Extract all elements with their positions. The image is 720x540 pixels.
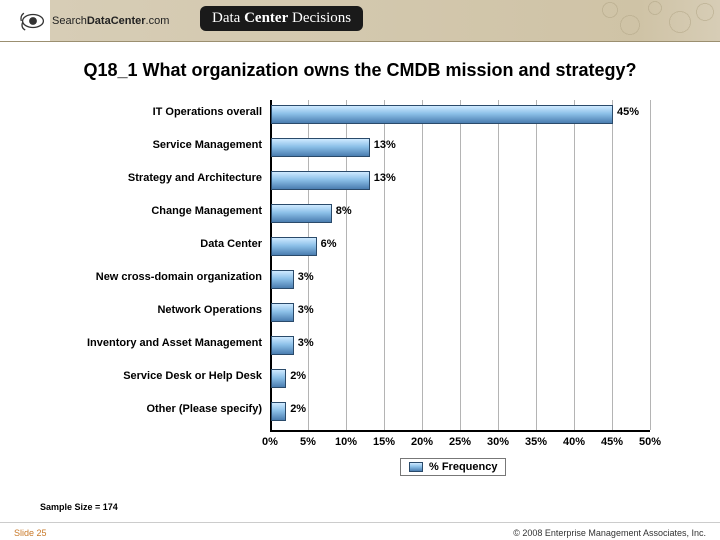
x-tick-label: 10% — [335, 436, 357, 448]
legend-swatch — [409, 462, 423, 472]
value-label: 8% — [336, 205, 352, 217]
x-tick-label: 30% — [487, 436, 509, 448]
bar-row: Change Management 8% — [60, 199, 670, 232]
sample-size: Sample Size = 174 — [40, 502, 118, 512]
x-axis — [270, 430, 650, 432]
pill-prefix: Data — [212, 10, 244, 26]
bar-row: Data Center 6% — [60, 232, 670, 265]
site-logo: SearchDataCenter.com — [20, 8, 169, 34]
x-tick-label: 15% — [373, 436, 395, 448]
value-label: 2% — [290, 403, 306, 415]
bar-row: Service Management 13% — [60, 133, 670, 166]
header-band: SearchDataCenter.com Data Center Decisio… — [0, 0, 720, 42]
x-tick-label: 5% — [300, 436, 316, 448]
bar — [271, 303, 294, 322]
legend-label: % Frequency — [429, 461, 497, 473]
value-label: 3% — [298, 271, 314, 283]
logo-prefix: Search — [52, 15, 87, 27]
bar — [271, 204, 332, 223]
category-label: Change Management — [60, 205, 262, 217]
value-label: 13% — [374, 139, 396, 151]
value-label: 13% — [374, 172, 396, 184]
category-label: Service Desk or Help Desk — [60, 370, 262, 382]
logo-mid: DataCenter — [87, 15, 146, 27]
category-label: Service Management — [60, 139, 262, 151]
bar-row: New cross-domain organization 3% — [60, 265, 670, 298]
bar-row: Strategy and Architecture 13% — [60, 166, 670, 199]
category-label: IT Operations overall — [60, 106, 262, 118]
bar — [271, 369, 286, 388]
category-label: New cross-domain organization — [60, 271, 262, 283]
category-label: Inventory and Asset Management — [60, 337, 262, 349]
chart: % Frequency 0% 5% 10% 15% 20% 25% 30% 35% 40% 45%… — [60, 100, 670, 470]
copyright: © 2008 Enterprise Management Associates,… — [513, 528, 706, 538]
logo-suffix: .com — [146, 15, 170, 27]
value-label: 45% — [617, 106, 639, 118]
slide-number: Slide 25 — [14, 528, 47, 538]
logo-text: SearchDataCenter.com — [52, 15, 169, 27]
brand-pill: Data Center Decisions — [200, 6, 363, 31]
bar-row: Inventory and Asset Management 3% — [60, 331, 670, 364]
bar — [271, 270, 294, 289]
value-label: 3% — [298, 304, 314, 316]
bar-row: Other (Please specify) 2% — [60, 397, 670, 430]
category-label: Data Center — [60, 238, 262, 250]
slide-title: Q18_1 What organization owns the CMDB mi… — [0, 60, 720, 81]
category-label: Other (Please specify) — [60, 403, 262, 415]
value-label: 3% — [298, 337, 314, 349]
x-tick-label: 20% — [411, 436, 433, 448]
x-tick-label: 25% — [449, 436, 471, 448]
bar — [271, 105, 613, 124]
x-tick-label: 50% — [639, 436, 661, 448]
bar — [271, 171, 370, 190]
bar-row: IT Operations overall 45% — [60, 100, 670, 133]
category-label: Network Operations — [60, 304, 262, 316]
eye-icon — [20, 8, 46, 34]
value-label: 6% — [321, 238, 337, 250]
bar — [271, 336, 294, 355]
footer: Slide 25 © 2008 Enterprise Management As… — [0, 522, 720, 540]
value-label: 2% — [290, 370, 306, 382]
bar — [271, 138, 370, 157]
hex-decoration — [600, 0, 720, 42]
bar — [271, 237, 317, 256]
bar — [271, 402, 286, 421]
bar-row: Service Desk or Help Desk 2% — [60, 364, 670, 397]
category-label: Strategy and Architecture — [60, 172, 262, 184]
pill-bold: Center — [244, 10, 288, 26]
x-tick-label: 40% — [563, 436, 585, 448]
x-tick-label: 35% — [525, 436, 547, 448]
legend: % Frequency — [400, 458, 506, 476]
bar-row: Network Operations 3% — [60, 298, 670, 331]
x-tick-label: 45% — [601, 436, 623, 448]
x-tick-label: 0% — [262, 436, 278, 448]
pill-suffix: Decisions — [288, 10, 351, 26]
